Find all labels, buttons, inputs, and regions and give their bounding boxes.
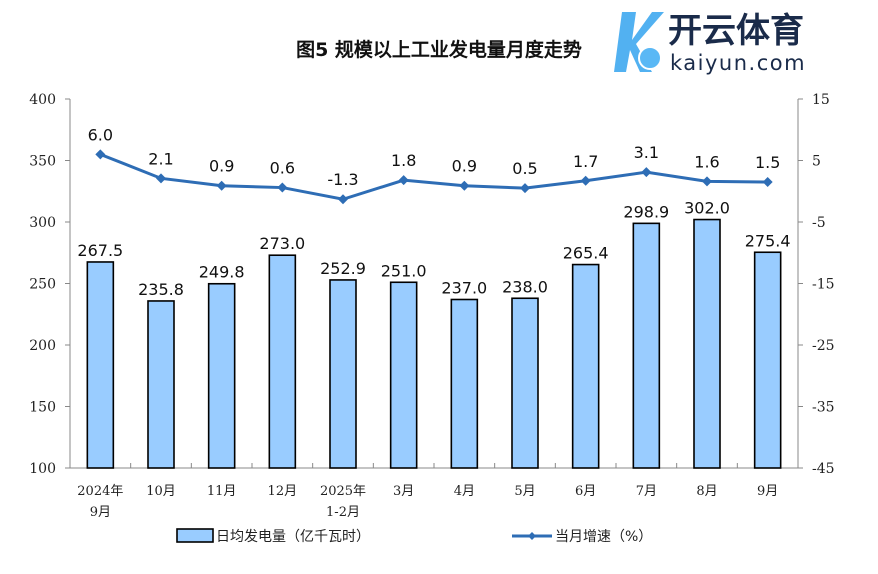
growth-line <box>99 152 768 201</box>
line-point <box>580 175 591 186</box>
bar <box>268 254 297 469</box>
line-point <box>156 173 166 184</box>
line-point <box>702 176 712 187</box>
x-tick-label: 4月 <box>454 484 475 499</box>
bar <box>147 300 175 469</box>
line-point <box>762 177 773 188</box>
line-point <box>520 183 530 194</box>
watermark-ball-icon <box>638 46 662 70</box>
left-tick-label: 400 <box>29 92 56 108</box>
left-tick-label: 250 <box>29 277 56 293</box>
line-value-label: 0.9 <box>452 157 477 176</box>
bar <box>753 251 782 469</box>
right-tick-label: 5 <box>812 154 821 170</box>
legend: 日均发电量（亿千瓦时） 当月增速（%） <box>176 528 652 545</box>
right-tick-label: -5 <box>812 215 826 231</box>
line-point <box>338 194 348 205</box>
right-tick-label: -35 <box>812 400 835 416</box>
x-tick-label: 11月 <box>207 484 237 499</box>
x-tick-label: 7月 <box>636 484 657 499</box>
bar-value-label: 273.0 <box>259 234 305 253</box>
bar <box>86 261 115 469</box>
bar <box>571 263 600 469</box>
line-value-label: 1.6 <box>694 152 719 171</box>
line-value-label: 1.8 <box>391 151 416 170</box>
watermark-domain: kaiyun.com <box>670 51 806 75</box>
bar-value-label: 237.0 <box>441 278 487 297</box>
left-tick-label: 350 <box>29 154 56 170</box>
bar-value-label: 238.0 <box>502 277 548 296</box>
bar-value-label: 267.5 <box>77 241 123 260</box>
bar <box>511 297 539 469</box>
x-tick-label: 2024年 <box>77 484 123 499</box>
right-tick-label: -25 <box>812 338 835 354</box>
legend-bar-swatch <box>176 528 214 543</box>
bar-value-label: 251.0 <box>381 261 427 280</box>
left-tick-label: 200 <box>29 338 56 354</box>
bar <box>207 282 236 469</box>
x-tick-label: 5月 <box>514 484 535 499</box>
right-tick-label: -45 <box>812 461 835 477</box>
line-value-label: 3.1 <box>634 143 659 162</box>
bar <box>450 298 479 469</box>
line-value-label: 6.0 <box>88 125 113 144</box>
x-tick-label: 9月 <box>90 505 111 520</box>
x-tick-label: 12月 <box>268 484 298 499</box>
watermark-logo-k <box>614 12 664 72</box>
bar-value-label: 249.8 <box>199 263 245 282</box>
x-tick-label: 8月 <box>696 484 717 499</box>
x-tick-label: 1-2月 <box>326 505 360 520</box>
line-value-label: 0.5 <box>512 159 537 178</box>
legend-bar-label: 日均发电量（亿千瓦时） <box>216 529 370 545</box>
bar-value-label: 265.4 <box>563 244 609 263</box>
bar-value-label: 275.4 <box>745 231 791 250</box>
line-point <box>459 180 470 191</box>
x-tick-label: 3月 <box>393 484 414 499</box>
left-tick-label: 150 <box>29 400 56 416</box>
line-point <box>398 175 409 186</box>
bar <box>632 222 661 469</box>
line-value-label: 2.1 <box>148 149 173 168</box>
legend-line-label: 当月增速（%） <box>555 529 652 545</box>
bar-value-label: 252.9 <box>320 259 366 278</box>
line-value-label: 0.6 <box>270 159 295 178</box>
line-value-label: 1.7 <box>573 152 598 171</box>
bar-value-label: 235.8 <box>138 280 184 299</box>
x-tick-label: 2025年 <box>320 484 366 499</box>
right-tick-label: 15 <box>812 92 830 108</box>
line-value-label: 1.5 <box>755 153 780 172</box>
line-point <box>277 182 288 193</box>
line-point <box>641 167 652 178</box>
x-tick-label: 6月 <box>575 484 596 499</box>
bar-value-label: 298.9 <box>623 202 669 221</box>
left-tick-label: 100 <box>29 461 56 477</box>
line-point <box>95 149 106 160</box>
chart-title: 图5 规模以上工业发电量月度走势 <box>296 38 582 61</box>
bar <box>329 279 357 469</box>
legend-line-marker <box>528 532 536 540</box>
left-tick-label: 300 <box>29 215 56 231</box>
line-point <box>216 180 227 191</box>
x-tick-label: 10月 <box>146 484 176 499</box>
bar <box>693 218 721 469</box>
line-value-label: 0.9 <box>209 157 234 176</box>
bar <box>389 281 418 469</box>
line-value-label: -1.3 <box>327 170 358 189</box>
x-tick-label: 9月 <box>757 484 778 499</box>
watermark-brand: 开云体育 <box>668 11 804 51</box>
right-tick-label: -15 <box>812 277 835 293</box>
watermark: 开云体育 kaiyun.com <box>614 11 806 75</box>
bar-value-label: 302.0 <box>684 199 730 218</box>
